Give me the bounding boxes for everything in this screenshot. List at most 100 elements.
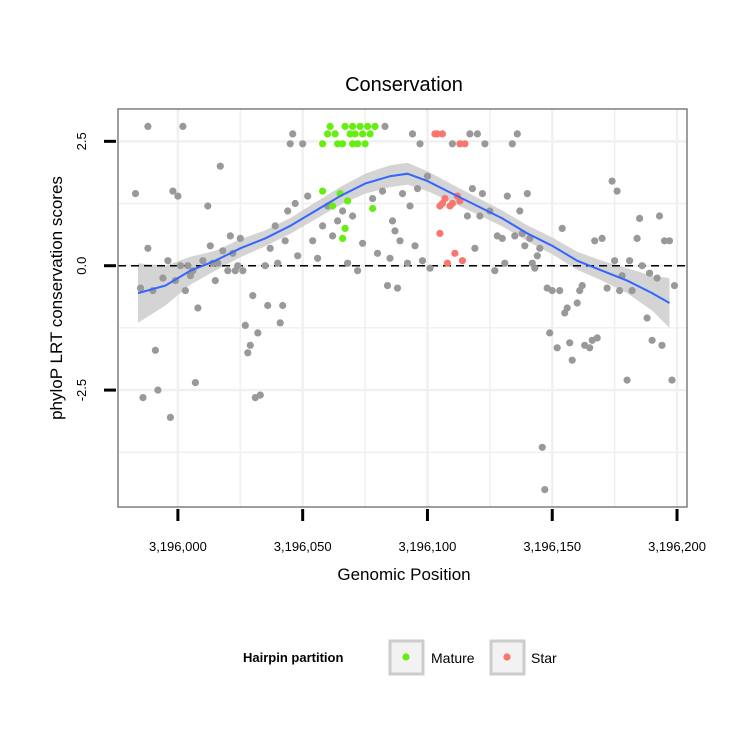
- data-point-other: [613, 187, 621, 195]
- data-point-other: [226, 232, 234, 240]
- data-point-other: [628, 287, 636, 295]
- data-point-other: [334, 217, 342, 225]
- legend-title: Hairpin partition: [243, 650, 343, 665]
- data-point-other: [501, 259, 509, 267]
- data-point-other: [211, 277, 219, 285]
- data-point-other: [463, 212, 471, 220]
- data-point-other: [416, 140, 424, 148]
- data-point-other: [508, 140, 516, 148]
- data-point-other: [381, 122, 389, 130]
- data-point-other: [448, 140, 456, 148]
- data-point-other: [643, 314, 651, 322]
- data-point-star: [456, 140, 464, 148]
- data-point-other: [611, 257, 619, 265]
- data-point-other: [403, 259, 412, 267]
- data-point-other: [668, 376, 676, 384]
- data-point-other: [636, 214, 644, 222]
- data-point-other: [181, 287, 189, 295]
- data-point-other: [521, 242, 529, 250]
- y-tick-label: 0.0: [74, 257, 89, 275]
- data-point-other: [199, 257, 207, 265]
- data-point-other: [344, 259, 352, 267]
- data-point-other: [665, 237, 674, 245]
- x-axis: 3,196,000 3,196,050 3,196,100 3,196,150 3,19…: [149, 509, 706, 554]
- data-point-other: [369, 195, 377, 203]
- data-point-mature: [329, 202, 337, 210]
- data-point-other: [426, 264, 434, 272]
- data-point-mature: [351, 130, 359, 138]
- data-point-other: [660, 237, 669, 245]
- data-point-other: [246, 341, 254, 349]
- data-point-mature: [369, 204, 377, 213]
- data-point-mature: [364, 122, 372, 130]
- data-point-other: [553, 344, 561, 352]
- data-point-other: [378, 187, 387, 195]
- data-point-other: [616, 287, 624, 295]
- data-point-other: [473, 130, 481, 138]
- data-point-mature: [346, 130, 354, 138]
- data-point-other: [144, 122, 152, 130]
- smooth-line-layer: [137, 172, 670, 304]
- data-point-mature: [344, 197, 352, 205]
- data-point-mature: [324, 130, 332, 138]
- data-point-other: [423, 172, 432, 180]
- data-point-other: [548, 287, 556, 295]
- data-point-other: [388, 217, 397, 225]
- data-point-other: [608, 177, 616, 185]
- data-point-other: [284, 207, 292, 215]
- data-point-mature: [356, 122, 364, 130]
- data-point-other: [383, 282, 392, 290]
- x-tick-label: 3,196,000: [149, 539, 207, 554]
- x-tick-label: 3,196,050: [274, 539, 332, 554]
- data-point-other: [591, 237, 599, 245]
- data-point-other: [623, 376, 631, 384]
- data-point-other: [476, 212, 484, 220]
- data-point-other: [478, 190, 486, 198]
- grid-lines: [118, 109, 687, 507]
- data-point-other: [573, 299, 581, 307]
- data-point-other: [219, 247, 227, 255]
- data-point-other: [249, 292, 257, 300]
- data-point-other: [481, 140, 489, 148]
- data-point-other: [513, 130, 521, 138]
- data-point-other: [204, 202, 212, 210]
- confidence-ribbon-layer: [138, 162, 670, 328]
- data-point-star: [458, 257, 466, 265]
- data-point-other: [279, 301, 287, 310]
- data-point-other: [411, 242, 419, 250]
- data-point-other: [498, 234, 506, 242]
- y-tick-label: 2.5: [74, 132, 89, 150]
- data-point-mature: [354, 140, 362, 148]
- data-point-other: [633, 234, 641, 242]
- data-point-other: [538, 443, 546, 451]
- data-point-other: [304, 192, 312, 200]
- data-point-other: [541, 486, 549, 494]
- data-point-other: [234, 262, 242, 270]
- data-point-other: [131, 190, 140, 198]
- data-point-other: [658, 341, 666, 349]
- data-point-mature: [331, 130, 339, 138]
- data-point-other: [174, 192, 182, 200]
- legend: Hairpin partition Mature Star: [243, 639, 557, 676]
- legend-label-star: Star: [531, 650, 557, 666]
- data-point-other: [598, 234, 606, 242]
- data-point-other: [586, 344, 594, 352]
- data-point-mature: [339, 234, 347, 242]
- data-point-mature: [319, 187, 327, 195]
- data-point-other: [533, 252, 541, 260]
- data-point-mature: [326, 122, 334, 130]
- data-point-other: [261, 262, 269, 270]
- data-point-other: [655, 212, 664, 220]
- legend-dot-mature: [402, 653, 410, 661]
- data-point-mature: [319, 140, 327, 148]
- data-point-other: [653, 274, 661, 282]
- data-point-mature: [349, 140, 357, 148]
- data-point-other: [558, 224, 566, 232]
- y-axis-title: phyloP LRT conservation scores: [47, 176, 66, 420]
- data-point-other: [166, 413, 174, 421]
- data-point-other: [578, 282, 586, 290]
- y-tick-label: -2.5: [74, 379, 89, 401]
- data-point-other: [391, 227, 399, 235]
- data-point-mature: [371, 122, 379, 130]
